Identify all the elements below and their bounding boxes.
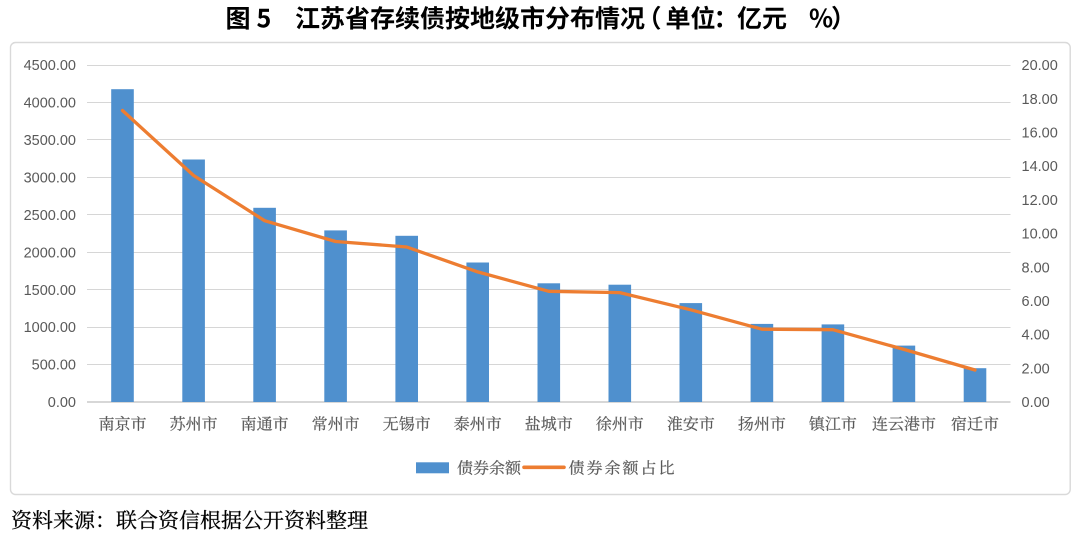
svg-text:2000.00: 2000.00 (24, 245, 76, 261)
svg-text:10.00: 10.00 (1022, 227, 1058, 243)
svg-text:12.00: 12.00 (1022, 193, 1058, 209)
svg-text:16.00: 16.00 (1022, 126, 1058, 142)
svg-text:20.00: 20.00 (1022, 58, 1058, 74)
svg-text:1000.00: 1000.00 (24, 320, 76, 336)
svg-text:500.00: 500.00 (32, 358, 76, 374)
svg-text:3500.00: 3500.00 (24, 133, 76, 149)
svg-text:2500.00: 2500.00 (24, 208, 76, 224)
svg-text:6.00: 6.00 (1022, 294, 1050, 310)
svg-text:8.00: 8.00 (1022, 260, 1050, 276)
svg-text:4500.00: 4500.00 (24, 58, 76, 74)
svg-text:1500.00: 1500.00 (24, 283, 76, 299)
svg-text:2.00: 2.00 (1022, 361, 1050, 377)
svg-text:14.00: 14.00 (1022, 159, 1058, 175)
svg-text:3000.00: 3000.00 (24, 170, 76, 186)
svg-text:4000.00: 4000.00 (24, 96, 76, 112)
svg-text:0.00: 0.00 (1022, 395, 1050, 411)
svg-text:0.00: 0.00 (48, 395, 76, 411)
svg-text:4.00: 4.00 (1022, 328, 1050, 344)
svg-text:18.00: 18.00 (1022, 92, 1058, 108)
